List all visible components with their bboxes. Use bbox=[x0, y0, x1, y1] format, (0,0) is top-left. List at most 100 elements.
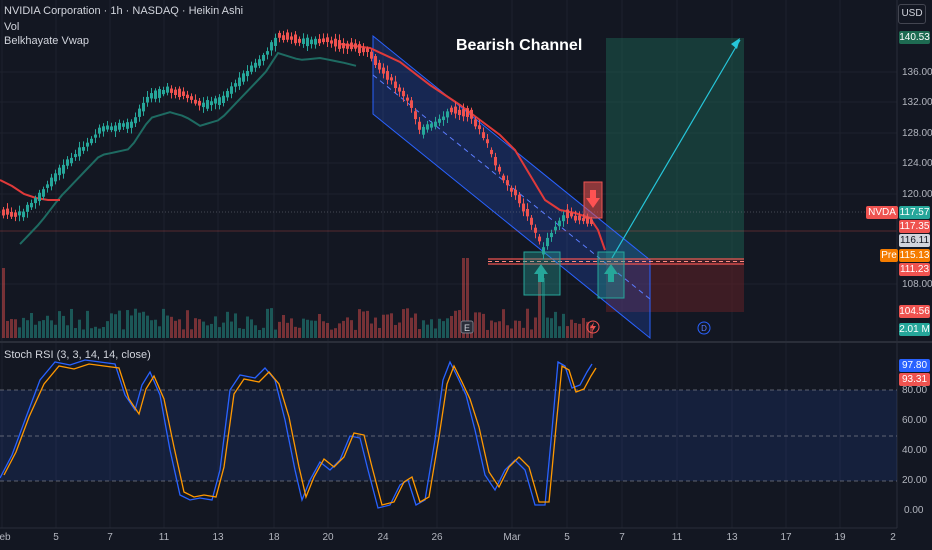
candle bbox=[502, 175, 505, 181]
volume-bar bbox=[154, 319, 157, 338]
volume-bar bbox=[222, 322, 225, 338]
time-axis-label: 26 bbox=[431, 532, 443, 543]
volume-bar bbox=[186, 310, 189, 338]
loss-zone[interactable] bbox=[606, 260, 744, 312]
candle bbox=[302, 38, 305, 44]
volume-bar bbox=[498, 321, 501, 338]
volume-bar bbox=[314, 320, 317, 338]
volume-bar bbox=[266, 308, 269, 338]
candle bbox=[278, 32, 281, 38]
volume-bar bbox=[130, 315, 133, 338]
candle bbox=[18, 211, 21, 216]
volume-bar bbox=[238, 328, 241, 338]
volume-bar bbox=[198, 319, 201, 338]
stop-price-tag: 104.56 bbox=[899, 305, 930, 318]
time-axis-label: 11 bbox=[671, 532, 683, 543]
time-axis-label: 11 bbox=[158, 532, 170, 543]
volume-bar bbox=[354, 329, 357, 338]
candle bbox=[2, 209, 5, 216]
candle bbox=[102, 126, 105, 132]
candle bbox=[478, 125, 481, 130]
candle bbox=[458, 109, 461, 116]
stoch-axis-label: 40.00 bbox=[902, 445, 928, 456]
candle bbox=[558, 220, 561, 227]
volume-bar bbox=[258, 329, 261, 338]
candle bbox=[482, 132, 485, 139]
last-price-tag: 117.57 bbox=[899, 206, 930, 219]
volume-bar bbox=[6, 320, 9, 338]
volume-bar bbox=[250, 319, 253, 338]
candle bbox=[550, 232, 553, 238]
candle bbox=[90, 138, 93, 144]
flash-icon[interactable] bbox=[586, 320, 600, 334]
candle bbox=[590, 219, 593, 224]
volume-bar bbox=[138, 312, 141, 338]
volume-bar bbox=[370, 323, 373, 338]
candle bbox=[146, 96, 149, 103]
earnings-badge-bg bbox=[460, 320, 474, 334]
candle bbox=[206, 100, 209, 109]
stoch-rsi-label[interactable]: Stoch RSI (3, 3, 14, 14, close) bbox=[4, 349, 151, 361]
candle bbox=[86, 142, 89, 147]
candle bbox=[254, 62, 257, 68]
candle bbox=[398, 87, 401, 92]
symbol-title[interactable]: NVIDIA Corporation · 1h · NASDAQ · Heiki… bbox=[4, 5, 244, 17]
candle bbox=[566, 209, 569, 219]
volume-bar bbox=[234, 313, 237, 338]
volume-bar bbox=[126, 310, 129, 338]
candle bbox=[378, 62, 381, 70]
vwap-indicator-label[interactable]: Belkhayate Vwap bbox=[4, 35, 89, 47]
volume-bar bbox=[530, 329, 533, 338]
volume-bar bbox=[486, 329, 489, 338]
volume-bar bbox=[30, 312, 33, 338]
volume-bar bbox=[182, 329, 185, 338]
stoch-k-line bbox=[0, 359, 593, 509]
profit-zone[interactable] bbox=[606, 38, 744, 260]
candle bbox=[170, 88, 173, 93]
volume-bar bbox=[54, 324, 57, 338]
candle bbox=[186, 94, 189, 99]
volume-bar bbox=[582, 318, 585, 338]
currency-button[interactable]: USD bbox=[898, 4, 926, 24]
heikin-ashi-candles bbox=[2, 29, 593, 260]
volume-bar bbox=[90, 328, 93, 338]
volume-indicator-label[interactable]: Vol bbox=[4, 21, 20, 33]
earnings-badge[interactable]: E bbox=[464, 323, 470, 333]
volume-bar bbox=[502, 309, 505, 338]
candle bbox=[114, 125, 117, 132]
candle bbox=[274, 37, 277, 46]
candle bbox=[210, 101, 213, 106]
volume-bar bbox=[242, 328, 245, 338]
up-arrow-icon bbox=[534, 264, 548, 282]
volume-bar bbox=[558, 326, 561, 338]
volume-bar bbox=[526, 308, 529, 338]
candle bbox=[78, 147, 81, 157]
candle bbox=[42, 189, 45, 197]
stoch-axis-label: 60.00 bbox=[902, 415, 928, 426]
volume-bar bbox=[282, 315, 285, 338]
volume-bar bbox=[50, 320, 53, 338]
candle bbox=[46, 184, 49, 188]
target-arrow[interactable] bbox=[611, 39, 741, 259]
candle bbox=[242, 73, 245, 82]
price-axis-label: 108.00 bbox=[902, 279, 932, 290]
volume-bar bbox=[122, 329, 125, 338]
vwap-left-line bbox=[0, 179, 60, 201]
time-axis-label: 19 bbox=[834, 532, 846, 543]
candle bbox=[150, 93, 153, 99]
volume-bar bbox=[410, 317, 413, 338]
volume-bar bbox=[350, 320, 353, 338]
candle bbox=[530, 217, 533, 225]
volume-bar bbox=[98, 328, 101, 338]
candle bbox=[166, 86, 169, 93]
price-axis-label: 124.00 bbox=[902, 158, 932, 169]
volume-bar bbox=[306, 319, 309, 338]
dividend-badge[interactable]: D bbox=[701, 324, 707, 333]
candle bbox=[370, 51, 373, 59]
volume-bar bbox=[114, 314, 117, 338]
volume-bar bbox=[562, 313, 565, 338]
stoch-d-line bbox=[3, 363, 597, 506]
candle bbox=[238, 77, 241, 87]
